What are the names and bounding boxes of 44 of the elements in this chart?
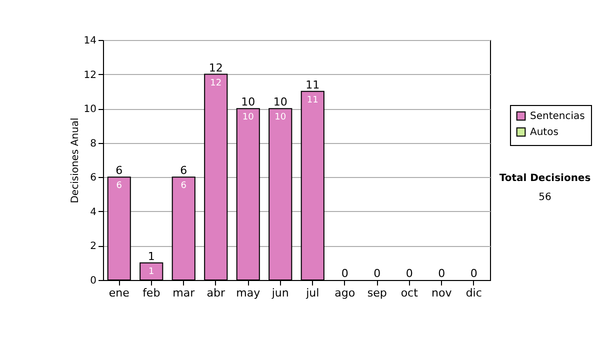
x-tick-label: dic: [466, 286, 482, 300]
data-label: 10: [242, 112, 254, 123]
x-tick-label: sep: [367, 286, 387, 300]
x-tick-label: ago: [334, 286, 356, 300]
total-label: 0: [438, 267, 446, 280]
y-tick-label: 6: [90, 172, 96, 184]
data-label: 11: [306, 95, 318, 106]
x-tick-label: nov: [432, 286, 452, 300]
data-label: 6: [116, 181, 122, 192]
data-label: 6: [180, 181, 187, 192]
total-label: 0: [341, 267, 348, 280]
text: 56: [538, 192, 552, 203]
total-label: 10: [241, 96, 256, 109]
y-tick-label: 4: [90, 206, 96, 218]
total-label: 0: [406, 267, 413, 280]
x-tick-label: mar: [172, 286, 196, 300]
legend-label: Sentencias: [530, 111, 585, 122]
y-tick-label: 14: [84, 36, 96, 46]
x-tick-label: jun: [270, 286, 289, 300]
x-tick-label: abr: [206, 286, 226, 300]
x-tick-label: ene: [108, 286, 130, 300]
x-tick-label: oct: [400, 286, 419, 300]
total-label: 12: [208, 61, 223, 74]
total-label: 6: [180, 164, 188, 178]
x-tick-label: may: [236, 286, 261, 300]
legend-label: Autos: [530, 127, 558, 138]
y-tick-label: 12: [84, 70, 96, 81]
total-label: 1: [148, 250, 155, 263]
data-label: 1: [148, 266, 154, 277]
y-tick-label: 10: [84, 104, 96, 116]
y-tick-label: 0: [90, 276, 96, 286]
total-label: 11: [306, 78, 320, 92]
x-tick-label: feb: [142, 286, 160, 300]
x-tick-label: jul: [305, 286, 320, 300]
y-tick-label: 8: [90, 138, 96, 150]
y-axis-title: Decisiones Anual: [70, 118, 81, 204]
total-label: 10: [273, 96, 288, 109]
total-label: 6: [116, 164, 123, 178]
y-tick-label: 2: [90, 241, 96, 252]
total-label: 0: [470, 267, 478, 280]
total-label: 0: [374, 267, 381, 280]
data-label: 12: [210, 78, 222, 88]
text: Total Decisiones: [499, 173, 591, 184]
data-label: 10: [274, 112, 286, 123]
